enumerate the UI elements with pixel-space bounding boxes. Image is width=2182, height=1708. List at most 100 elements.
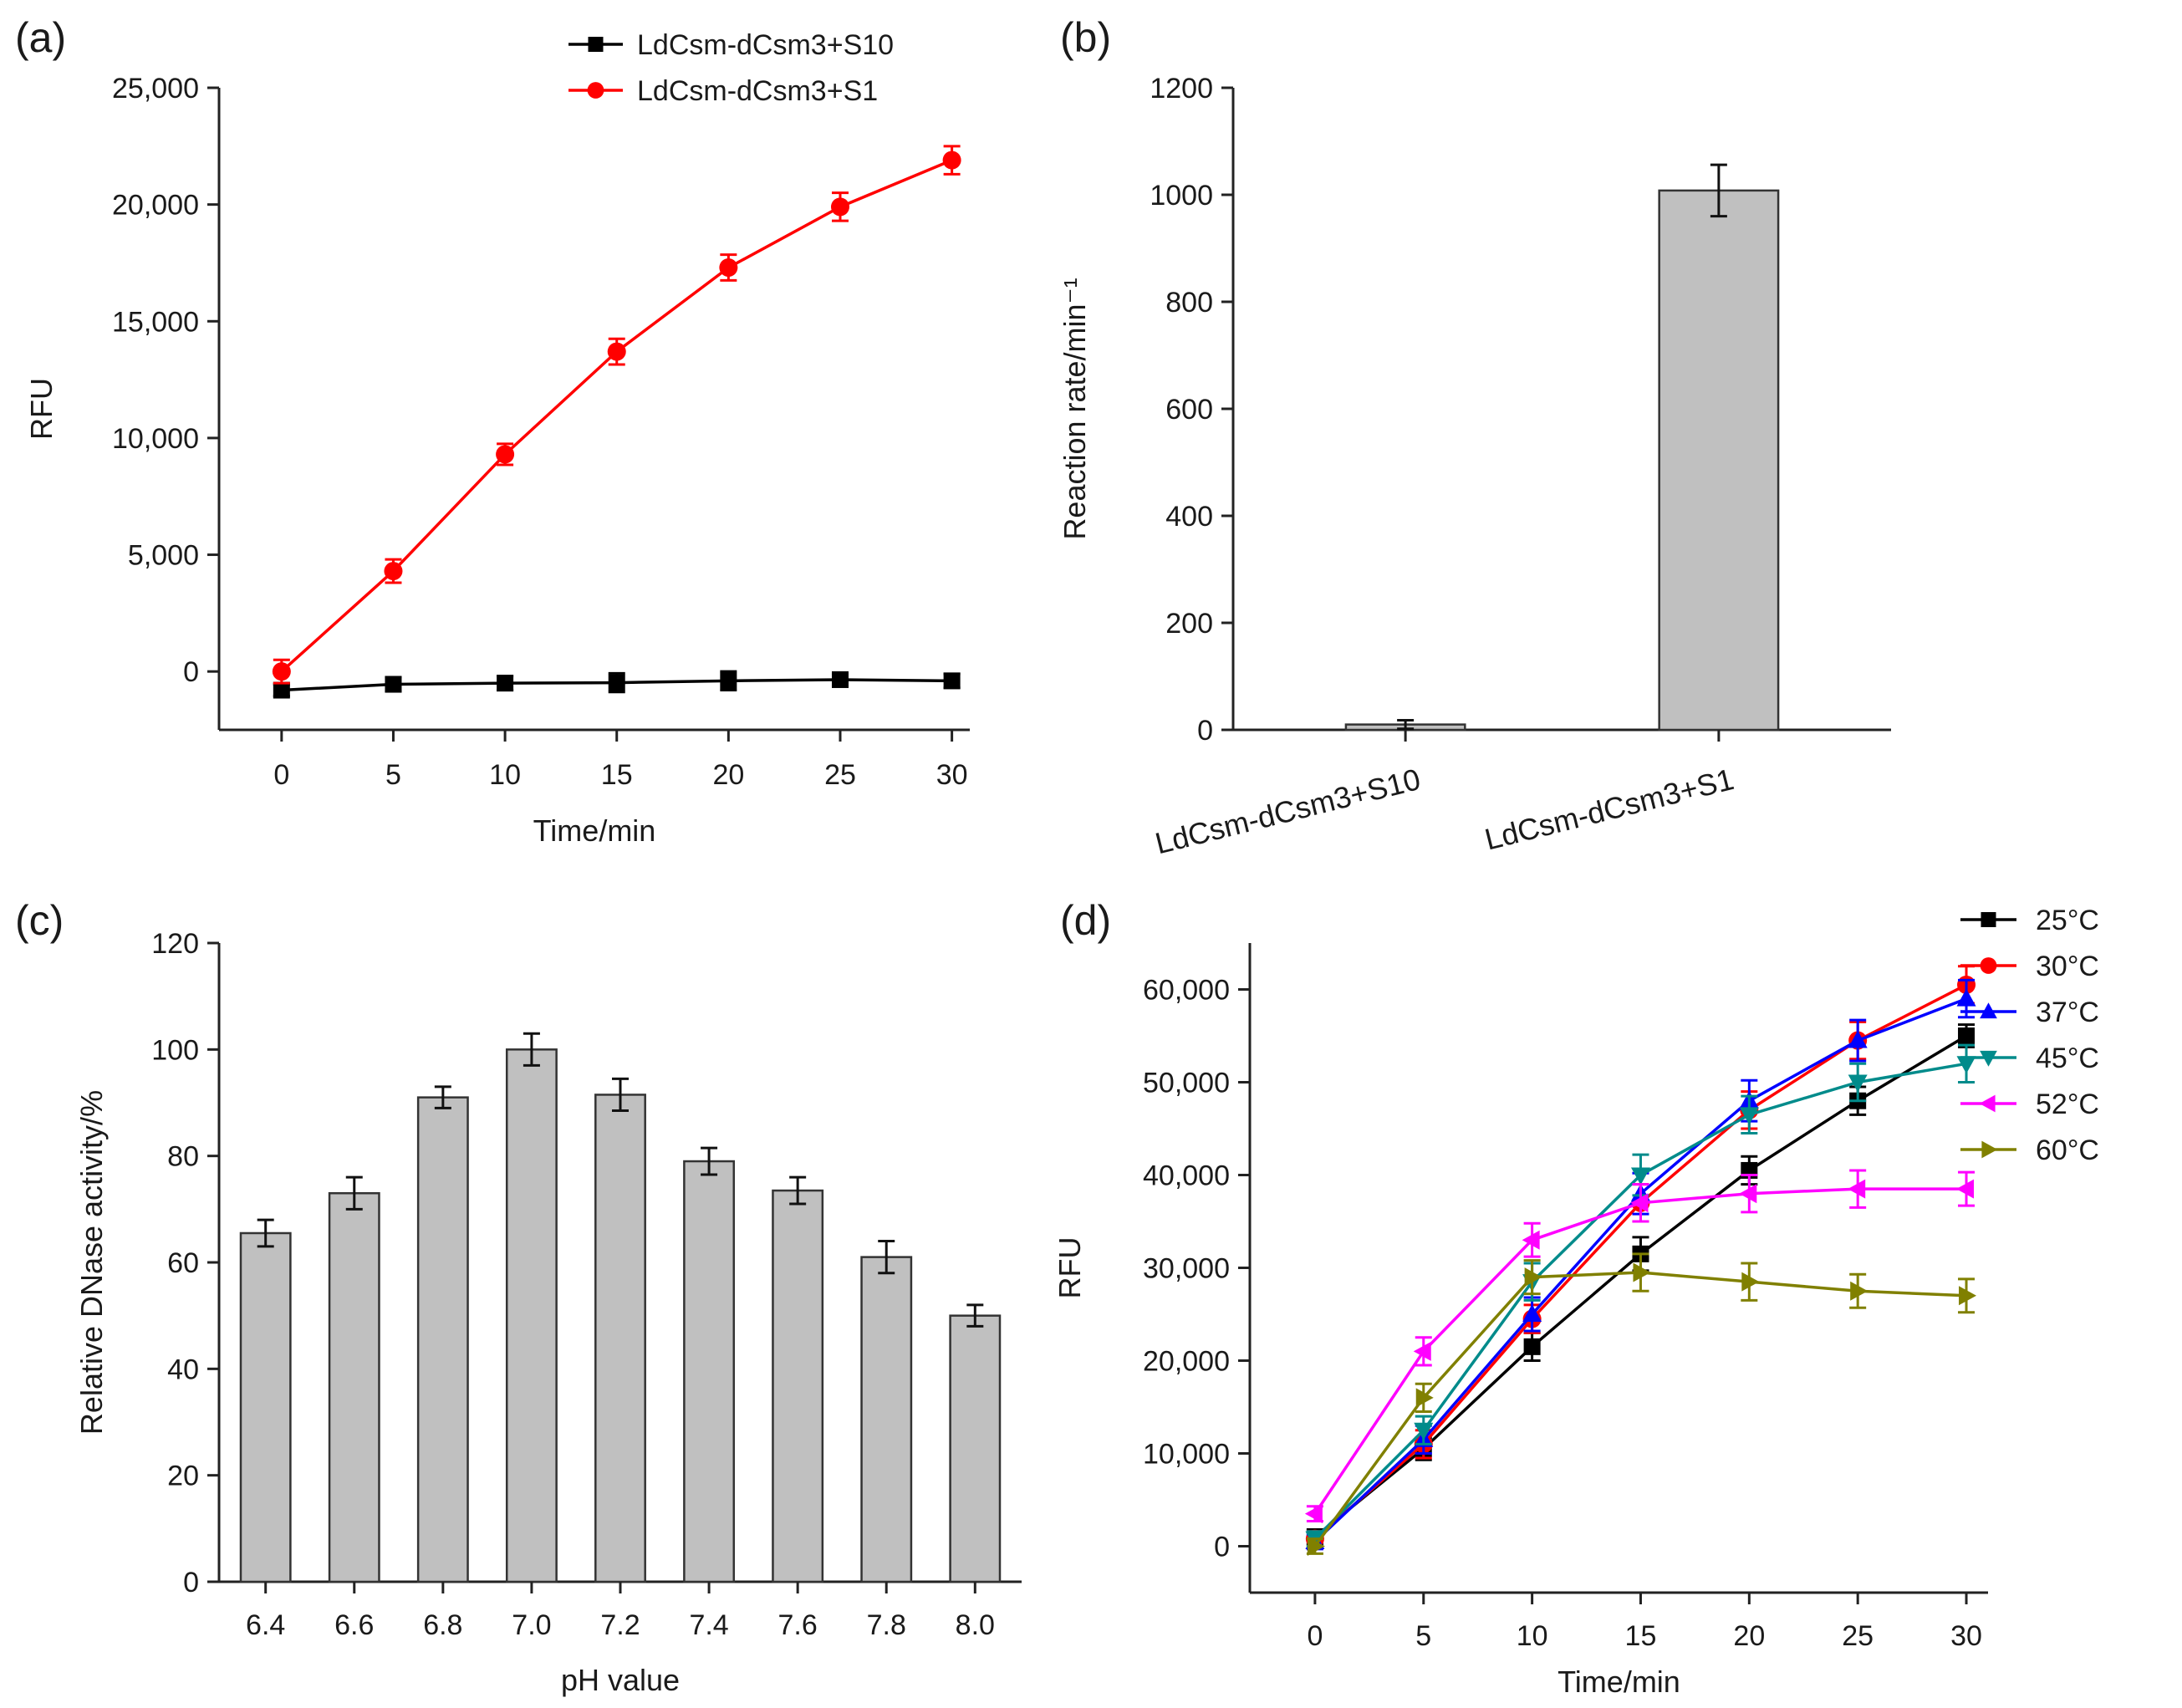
c-errorbar-7-8	[878, 1240, 895, 1275]
a-point-ldcsm-dcsm3-s1-5	[830, 197, 849, 217]
c-errorbar-7-0	[523, 1032, 540, 1067]
d-point-37-c-6	[1956, 988, 1976, 1007]
a-legend-label-ldcsm-dcsm3-s1: LdCsm-dCsm3+S1	[637, 75, 878, 107]
d-legend-label-60-c: 60°C	[2036, 1134, 2099, 1166]
b-ytick-label-2: 400	[1165, 501, 1213, 533]
a-legend-marker-ldcsm-dcsm3-s1	[587, 82, 604, 99]
b-ytick-label-6: 1200	[1150, 73, 1213, 105]
b-ytick-label-0: 0	[1197, 715, 1213, 747]
a-xtick-label-5: 25	[824, 759, 856, 791]
c-x-axis-title: pH value	[561, 1663, 680, 1697]
d-legend-entry-52-c: 52°C	[1960, 1089, 2099, 1120]
d-legend-marker-30-c	[1980, 957, 1997, 974]
d-legend-label-52-c: 52°C	[2036, 1089, 2099, 1120]
d-point-45-c-1	[1414, 1422, 1434, 1440]
d-point-60-c-0	[1307, 1537, 1325, 1556]
d-legend-entry-25-c: 25°C	[1960, 905, 2099, 936]
c-ytick-label-3: 60	[167, 1247, 199, 1279]
d-legend-label-37-c: 37°C	[2036, 997, 2099, 1028]
a-series-ldcsm-dcsm3-s10	[273, 670, 961, 699]
a-point-ldcsm-dcsm3-s1-6	[942, 150, 961, 170]
d-ytick-label-4: 40,000	[1143, 1160, 1230, 1192]
c-ytick-label-2: 40	[167, 1354, 199, 1385]
a-ytick-label-2: 10,000	[112, 423, 199, 455]
d-ytick-label-2: 20,000	[1143, 1346, 1230, 1378]
d-point-45-c-3	[1630, 1167, 1650, 1185]
d-point-52-c-1	[1413, 1341, 1431, 1361]
c-bar-7-6	[772, 1189, 824, 1583]
a-xtick-label-4: 20	[712, 759, 744, 791]
b-category-label-ldcsm-dcsm3-s10: LdCsm-dCsm3+S10	[1152, 762, 1424, 860]
c-bar-7-0	[505, 1048, 558, 1583]
c-errorbar-6-8	[434, 1085, 451, 1109]
a-legend-entry-ldcsm-dcsm3-s1: LdCsm-dCsm3+S1	[568, 75, 878, 107]
d-series-line-45-c	[1313, 1062, 1967, 1540]
a-point-ldcsm-dcsm3-s1-2	[496, 445, 515, 464]
c-category-label-7-4: 7.4	[689, 1609, 728, 1641]
a-point-ldcsm-dcsm3-s10-3	[608, 674, 625, 691]
c-errorbar-6-6	[345, 1175, 363, 1211]
d-point-60-c-5	[1850, 1281, 1868, 1301]
d-point-52-c-3	[1630, 1193, 1649, 1213]
a-legend-entry-ldcsm-dcsm3-s10: LdCsm-dCsm3+S10	[568, 29, 894, 61]
d-point-60-c-2	[1524, 1267, 1542, 1287]
a-point-ldcsm-dcsm3-s10-2	[497, 675, 514, 692]
b-errorbar-ldcsm-dcsm3-s10	[1397, 718, 1415, 731]
d-point-52-c-5	[1848, 1179, 1866, 1199]
d-point-60-c-3	[1633, 1262, 1651, 1282]
a-point-ldcsm-dcsm3-s1-3	[607, 342, 626, 361]
panel-d-label: (d)	[1060, 897, 1111, 944]
d-xtick-label-2: 10	[1517, 1620, 1548, 1652]
a-legend-marker-ldcsm-dcsm3-s10	[588, 37, 604, 52]
c-category-label-7-8: 7.8	[867, 1609, 906, 1641]
d-x-axis-title: Time/min	[1557, 1665, 1680, 1699]
a-ytick-label-3: 15,000	[112, 306, 199, 338]
a-series-line-ldcsm-dcsm3-s1	[280, 158, 953, 673]
a-ytick-label-1: 5,000	[128, 540, 199, 572]
a-point-ldcsm-dcsm3-s10-6	[943, 672, 961, 690]
d-legend-entry-30-c: 30°C	[1960, 951, 2099, 982]
c-y-axis-title: Relative DNase activity/%	[74, 1090, 109, 1435]
a-ytick-label-4: 20,000	[112, 190, 199, 222]
d-point-45-c-5	[1848, 1074, 1868, 1093]
d-legend-entry-37-c: 37°C	[1960, 997, 2099, 1028]
d-xtick-label-6: 30	[1950, 1620, 1982, 1652]
d-legend-label-45-c: 45°C	[2036, 1043, 2099, 1074]
c-bar-8-0	[949, 1314, 1002, 1583]
d-point-52-c-6	[1956, 1179, 1975, 1199]
d-legend-entry-45-c: 45°C	[1960, 1043, 2099, 1074]
d-point-60-c-6	[1959, 1286, 1977, 1306]
c-bar-7-2	[594, 1094, 646, 1583]
c-bar-7-4	[683, 1160, 736, 1583]
d-series-60-c	[1306, 1252, 1977, 1556]
d-series-line-60-c	[1313, 1271, 1967, 1547]
c-errorbar-8-0	[966, 1303, 984, 1328]
a-legend-label-ldcsm-dcsm3-s10: LdCsm-dCsm3+S10	[637, 29, 894, 61]
d-legend-marker-45-c	[1980, 1050, 1997, 1067]
d-point-25-c-2	[1523, 1338, 1541, 1355]
a-point-ldcsm-dcsm3-s1-1	[384, 562, 403, 581]
a-xtick-label-1: 5	[385, 759, 401, 791]
a-point-ldcsm-dcsm3-s10-5	[831, 670, 849, 688]
d-legend-entry-60-c: 60°C	[1960, 1134, 2099, 1166]
a-xtick-label-3: 15	[601, 759, 633, 791]
d-point-45-c-6	[1956, 1056, 1976, 1074]
a-x-axis-title: Time/min	[533, 813, 656, 848]
c-errorbar-7-4	[701, 1146, 718, 1176]
d-xtick-label-5: 25	[1842, 1620, 1874, 1652]
d-point-60-c-1	[1415, 1388, 1434, 1408]
d-point-37-c-2	[1522, 1304, 1542, 1322]
a-ytick-label-0: 0	[183, 656, 199, 688]
d-legend-marker-37-c	[1980, 1002, 1997, 1019]
c-errorbar-7-6	[789, 1175, 807, 1206]
d-point-45-c-4	[1739, 1107, 1759, 1125]
b-y-axis-title: Reaction rate/min⁻¹	[1058, 278, 1092, 539]
c-ytick-label-1: 20	[167, 1461, 199, 1492]
a-ytick-label-5: 25,000	[112, 73, 199, 105]
c-category-label-7-6: 7.6	[778, 1609, 818, 1641]
d-point-25-c-6	[1958, 1027, 1976, 1044]
d-ytick-label-3: 30,000	[1143, 1253, 1230, 1285]
b-ytick-label-4: 800	[1165, 287, 1213, 319]
panel-c-label: (c)	[15, 897, 64, 944]
